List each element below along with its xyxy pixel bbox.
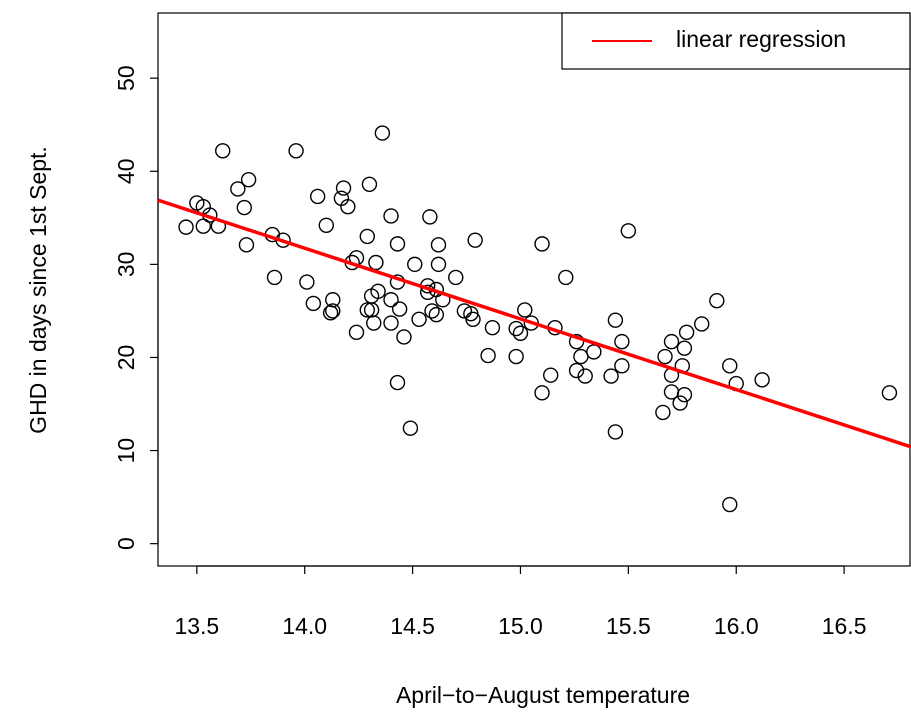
data-point <box>586 344 602 360</box>
data-point <box>512 325 529 341</box>
data-point <box>534 385 550 401</box>
data-point <box>465 311 481 327</box>
data-point <box>534 236 550 252</box>
data-point <box>694 316 710 332</box>
data-point <box>236 199 253 216</box>
data-point <box>422 209 438 225</box>
data-point <box>456 303 473 319</box>
data-point <box>480 347 496 364</box>
data-point <box>266 269 283 286</box>
data-point <box>240 171 257 188</box>
regression-line <box>157 198 911 449</box>
y-axis-label: GHD in days since 1st Sept. <box>25 146 51 434</box>
data-point <box>325 303 341 319</box>
data-point <box>335 180 352 196</box>
plot-box <box>157 12 911 567</box>
data-point <box>448 269 464 286</box>
data-point <box>389 374 406 391</box>
data-point <box>366 315 382 331</box>
x-axis-label: April−to−August temperature <box>396 682 690 708</box>
data-point <box>230 181 246 197</box>
data-point <box>672 395 688 411</box>
data-point <box>607 424 624 440</box>
data-point <box>407 256 423 273</box>
data-point <box>542 367 559 383</box>
data-point <box>484 319 501 336</box>
data-point <box>359 228 375 245</box>
data-point <box>428 306 445 323</box>
data-point <box>383 208 399 224</box>
data-point <box>558 269 574 286</box>
data-point <box>389 236 406 252</box>
y-tick-label: 40 <box>113 158 139 184</box>
x-tick-label: 15.0 <box>498 613 543 639</box>
data-point <box>607 312 624 328</box>
data-point <box>374 125 391 141</box>
data-point <box>676 340 693 356</box>
data-point <box>370 283 386 300</box>
data-point <box>603 368 619 384</box>
data-point <box>361 176 378 192</box>
x-tick-label: 16.0 <box>714 613 759 639</box>
data-point <box>305 295 322 312</box>
data-point <box>709 292 725 309</box>
data-point <box>577 368 593 384</box>
data-point <box>657 348 673 365</box>
data-point <box>288 143 304 159</box>
data-point <box>383 315 399 331</box>
data-point <box>383 292 399 308</box>
data-point <box>215 143 231 159</box>
data-point <box>402 420 419 436</box>
data-point <box>178 219 194 235</box>
data-point <box>655 404 671 421</box>
x-tick-label: 16.5 <box>822 613 867 639</box>
data-point <box>568 333 585 350</box>
x-tick-label: 14.0 <box>282 613 327 639</box>
data-point <box>430 256 447 273</box>
x-tick-label: 15.5 <box>606 613 651 639</box>
data-point <box>318 217 334 233</box>
data-point <box>411 311 427 327</box>
data-point <box>722 358 738 374</box>
data-point <box>508 320 524 337</box>
data-point <box>309 188 326 205</box>
data-point <box>508 348 524 365</box>
data-point <box>467 232 483 248</box>
data-point <box>614 358 630 374</box>
data-point <box>359 302 375 318</box>
data-point <box>620 223 637 239</box>
y-tick-label: 10 <box>113 438 139 464</box>
y-tick-label: 0 <box>113 537 139 550</box>
data-point <box>754 372 770 388</box>
data-point <box>881 385 898 401</box>
data-point <box>676 387 693 403</box>
data-point <box>430 237 447 253</box>
data-point <box>678 324 695 341</box>
data-point <box>517 302 533 318</box>
data-point <box>368 254 384 271</box>
x-tick-label: 13.5 <box>174 613 219 639</box>
data-point <box>573 348 589 365</box>
legend-label: linear regression <box>676 26 846 52</box>
data-point <box>348 324 365 341</box>
data-point <box>424 303 440 319</box>
y-tick-label: 20 <box>113 345 139 371</box>
data-point <box>663 333 680 350</box>
data-point <box>340 198 356 215</box>
data-point <box>238 237 255 253</box>
y-tick-label: 30 <box>113 252 139 278</box>
data-point <box>325 292 341 308</box>
x-tick-label: 14.5 <box>390 613 435 639</box>
data-point <box>391 301 408 317</box>
data-point <box>299 274 315 290</box>
data-point <box>722 496 738 513</box>
data-point <box>195 218 212 234</box>
y-tick-label: 50 <box>113 65 139 91</box>
data-point <box>396 329 412 345</box>
data-point <box>614 333 630 350</box>
data-point <box>568 362 585 379</box>
